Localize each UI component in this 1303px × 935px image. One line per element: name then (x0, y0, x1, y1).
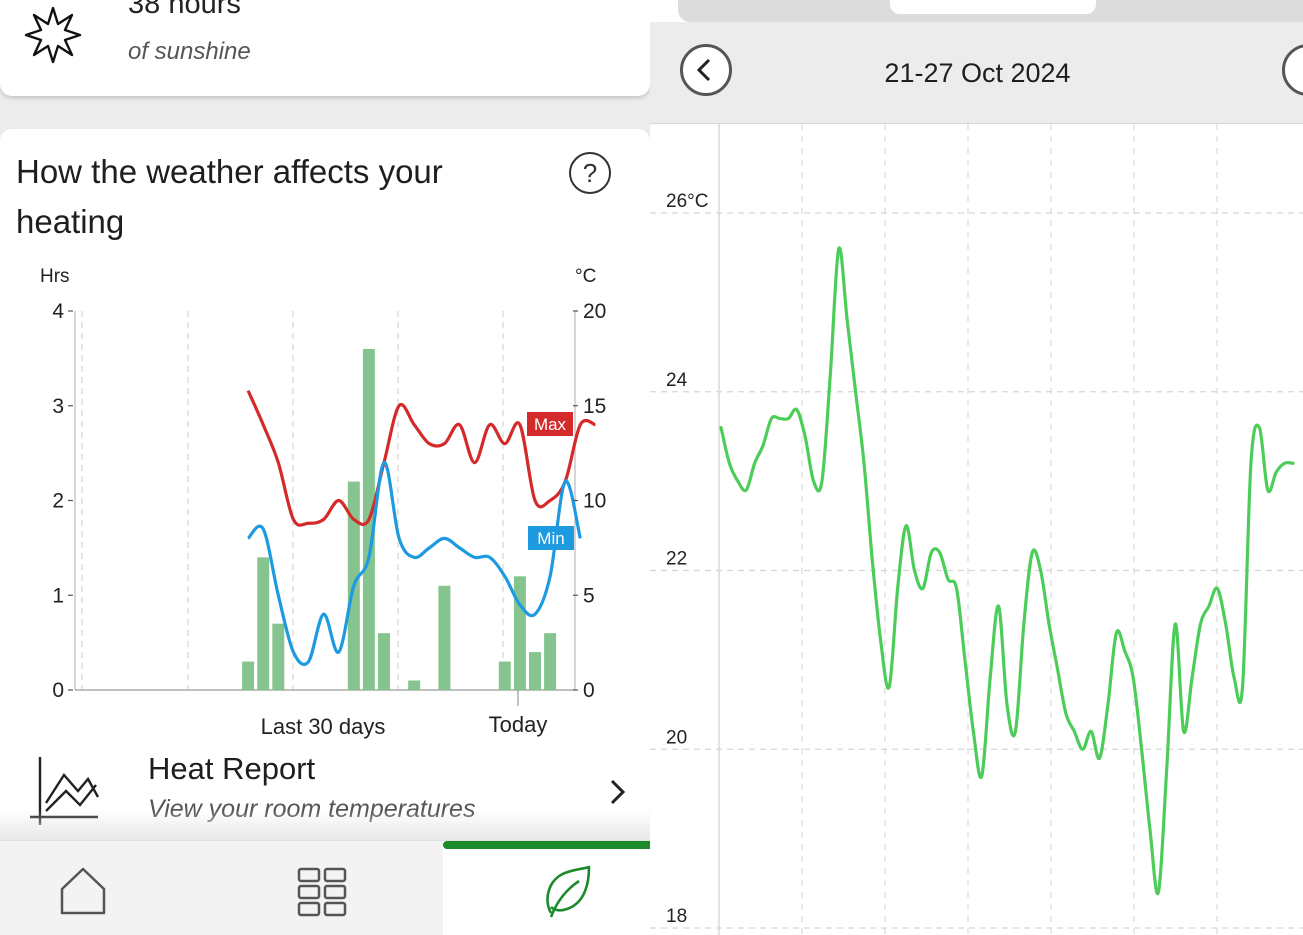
date-range-label: 21-27 Oct 2024 (884, 58, 1071, 88)
sunshine-bar (498, 661, 511, 690)
max-temperature-line (246, 389, 596, 527)
right-axis-unit: °C (575, 266, 596, 287)
weather-title: How the weather affects your heating (16, 153, 443, 240)
x-axis-label: Last 30 days (261, 714, 386, 739)
sunshine-bar (242, 661, 255, 690)
nav-home[interactable] (0, 841, 217, 935)
min-legend: Min (528, 526, 574, 550)
right-tick-label: 15 (583, 395, 606, 418)
bottom-nav (0, 840, 650, 935)
heat-report-title: Heat Report (148, 751, 316, 786)
sunshine-label: of sunshine (128, 38, 251, 65)
sunshine-bar (438, 585, 451, 690)
sunshine-bar (529, 652, 541, 690)
room-temperature-chart: 26°C 24 22 20 18 (650, 124, 1303, 935)
help-button[interactable]: ? (569, 152, 611, 194)
sunshine-value: 38 hours (128, 0, 241, 20)
today-label: Today (489, 712, 548, 737)
min-temperature-line (246, 460, 582, 666)
scroll-fade (0, 810, 650, 842)
heat-report-panel: 21-27 Oct 2024 26°C 24 22 20 18 (650, 0, 1303, 935)
weather-card: How the weather affects your heating ? (0, 129, 650, 849)
date-navigator: 21-27 Oct 2024 (650, 22, 1303, 124)
left-tick-label: 0 (52, 679, 64, 702)
temp-tick-label: 26°C (666, 191, 708, 212)
sunshine-bar (513, 576, 526, 690)
previous-week-button[interactable] (680, 44, 732, 96)
temp-tick-label: 20 (666, 727, 687, 748)
sunshine-bar (408, 680, 421, 690)
chevron-right-icon (610, 779, 626, 805)
left-tick-label: 2 (52, 490, 64, 513)
sunshine-bar (272, 623, 285, 690)
right-tick-label: 10 (583, 490, 606, 513)
temp-tick-label: 22 (666, 549, 687, 570)
nav-rooms[interactable] (217, 841, 434, 935)
right-tick-label: 0 (583, 679, 595, 702)
home-icon (60, 867, 106, 915)
left-tick-label: 4 (52, 300, 64, 323)
sun-icon (24, 6, 82, 64)
sunshine-bar (257, 557, 270, 690)
temp-tick-label: 18 (666, 906, 687, 927)
chevron-left-icon (696, 58, 711, 82)
right-tick-label: 5 (583, 584, 595, 607)
left-tick-label: 3 (52, 395, 64, 418)
max-legend: Max (527, 412, 573, 436)
nav-energy[interactable] (443, 841, 650, 935)
leaf-icon (546, 865, 591, 918)
room-temperature-line (719, 246, 1295, 896)
temp-tick-label: 24 (666, 370, 688, 391)
sunshine-bar (378, 633, 390, 690)
grid-icon (297, 867, 347, 917)
left-tick-label: 1 (52, 584, 64, 607)
period-segment-selected[interactable] (890, 0, 1096, 14)
sunshine-bar (544, 633, 557, 690)
min-legend-label: Min (537, 529, 564, 548)
nav-active-indicator (443, 841, 650, 849)
max-legend-label: Max (534, 415, 567, 434)
left-axis-unit: Hrs (40, 266, 70, 287)
insights-panel: 38 hours of sunshine How the weather aff… (0, 0, 650, 935)
right-tick-label: 20 (583, 300, 606, 323)
sunshine-card: 38 hours of sunshine (0, 0, 650, 96)
